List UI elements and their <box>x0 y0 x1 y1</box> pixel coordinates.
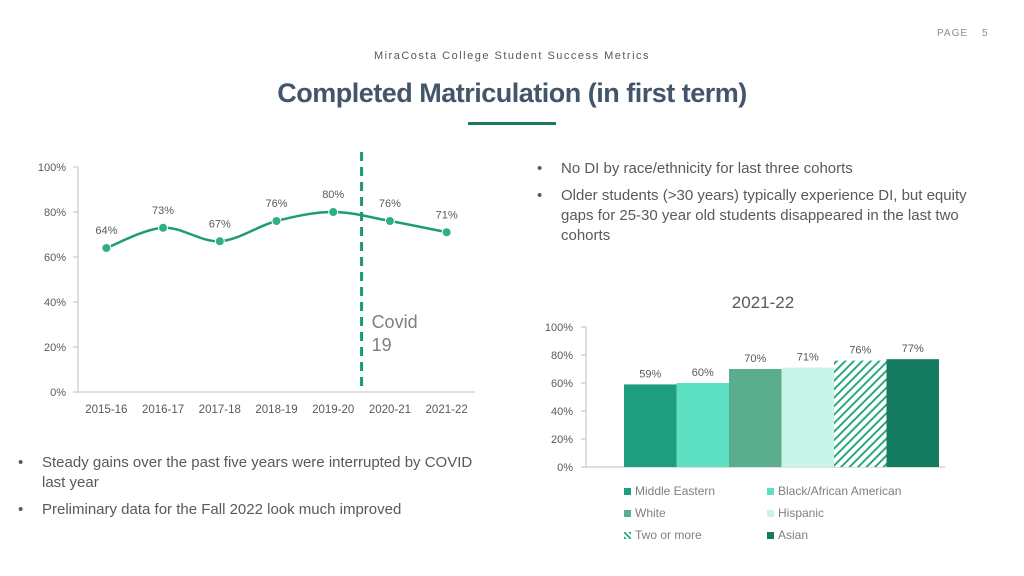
data-point <box>384 216 395 226</box>
legend-label: Asian <box>778 528 809 542</box>
y-tick-label: 0% <box>557 462 573 474</box>
page-number: 5 <box>982 28 988 39</box>
bar <box>834 360 887 467</box>
bar-data-label: 71% <box>797 352 819 364</box>
y-tick-label: 100% <box>545 322 573 334</box>
data-label: 80% <box>322 189 344 201</box>
legend-swatch-asian <box>767 531 774 539</box>
x-tick-label: 2021-22 <box>426 404 468 416</box>
list-item: Steady gains over the past five years we… <box>14 453 484 493</box>
legend-item: Black/African American <box>767 484 901 498</box>
bar-data-label: 77% <box>902 343 924 355</box>
legend-swatch-two-or-more <box>624 531 631 539</box>
y-tick-label: 20% <box>551 434 573 446</box>
bar-data-label: 76% <box>849 345 871 357</box>
legend-label: Hispanic <box>778 506 825 520</box>
x-tick-label: 2019-20 <box>312 404 354 416</box>
y-tick-label: 40% <box>44 297 66 309</box>
legend-swatch-white <box>624 509 631 517</box>
data-point <box>328 207 339 217</box>
subtitle: MiraCosta College Student Success Metric… <box>373 50 651 62</box>
legend-item: Middle Eastern <box>624 484 715 498</box>
right-bullet-list: No DI by race/ethnicity for last three c… <box>533 159 983 253</box>
x-tick-label: 2017-18 <box>199 404 241 416</box>
list-item: Preliminary data for the Fall 2022 look … <box>14 500 484 520</box>
page-label: PAGE <box>937 28 969 39</box>
bar-data-label: 70% <box>744 353 766 365</box>
page-title: Completed Matriculation (in first term) <box>277 78 747 108</box>
covid-annotation: 19 <box>372 335 392 355</box>
bar <box>676 383 729 467</box>
bar <box>624 384 677 467</box>
x-tick-label: 2016-17 <box>142 404 184 416</box>
legend-swatch-middle-eastern <box>624 487 631 495</box>
y-tick-label: 60% <box>44 252 66 264</box>
y-tick-label: 40% <box>551 406 573 418</box>
y-tick-label: 80% <box>551 350 573 362</box>
y-tick-label: 0% <box>50 387 66 399</box>
left-bullet-list: Steady gains over the past five years we… <box>14 453 484 527</box>
line-chart: 0% 20% 40% 60% 80% 100% 2015-16 2016-17 2017-18 2… <box>38 152 475 416</box>
y-tick-label: 80% <box>44 207 66 219</box>
bar <box>781 367 834 467</box>
data-point <box>271 216 282 226</box>
y-tick-label: 100% <box>38 162 66 174</box>
bar-chart-title: 2021-22 <box>732 293 794 312</box>
data-label: 67% <box>209 218 231 230</box>
data-point <box>441 227 452 238</box>
bar-data-label: 59% <box>639 368 661 380</box>
title-underline <box>468 122 556 125</box>
data-label: 76% <box>265 198 287 210</box>
list-item: Older students (>30 years) typically exp… <box>533 186 983 246</box>
legend-item: Asian <box>767 528 808 542</box>
covid-annotation: Covid <box>372 312 418 332</box>
data-point <box>101 243 112 253</box>
data-label: 71% <box>436 209 458 221</box>
data-label: 76% <box>379 198 401 210</box>
legend-label: Middle Eastern <box>635 484 716 498</box>
data-point <box>214 236 225 247</box>
legend-label: Two or more <box>635 528 702 542</box>
bar-chart: 2021-22 0% 20% 40% 60% 80% 100% 59% 60% 70% 71% 76%… <box>545 293 945 474</box>
legend-swatch-black-african-american <box>767 487 774 495</box>
bar <box>886 359 939 467</box>
data-point <box>158 222 169 233</box>
x-tick-label: 2020-21 <box>369 404 411 416</box>
y-tick-label: 60% <box>551 378 573 390</box>
legend-swatch-hispanic <box>767 509 774 517</box>
legend-item: White <box>624 506 666 520</box>
list-item: No DI by race/ethnicity for last three c… <box>533 159 983 179</box>
bar-data-label: 60% <box>692 367 714 379</box>
y-tick-label: 20% <box>44 342 66 354</box>
legend-label: White <box>635 506 666 520</box>
data-label: 64% <box>95 225 117 237</box>
legend-label: Black/African American <box>778 484 902 498</box>
x-tick-label: 2018-19 <box>255 404 297 416</box>
legend-item: Hispanic <box>767 506 824 520</box>
bar <box>729 369 782 467</box>
x-tick-label: 2015-16 <box>85 404 127 416</box>
data-label: 73% <box>152 205 174 217</box>
legend-item: Two or more <box>624 528 702 542</box>
